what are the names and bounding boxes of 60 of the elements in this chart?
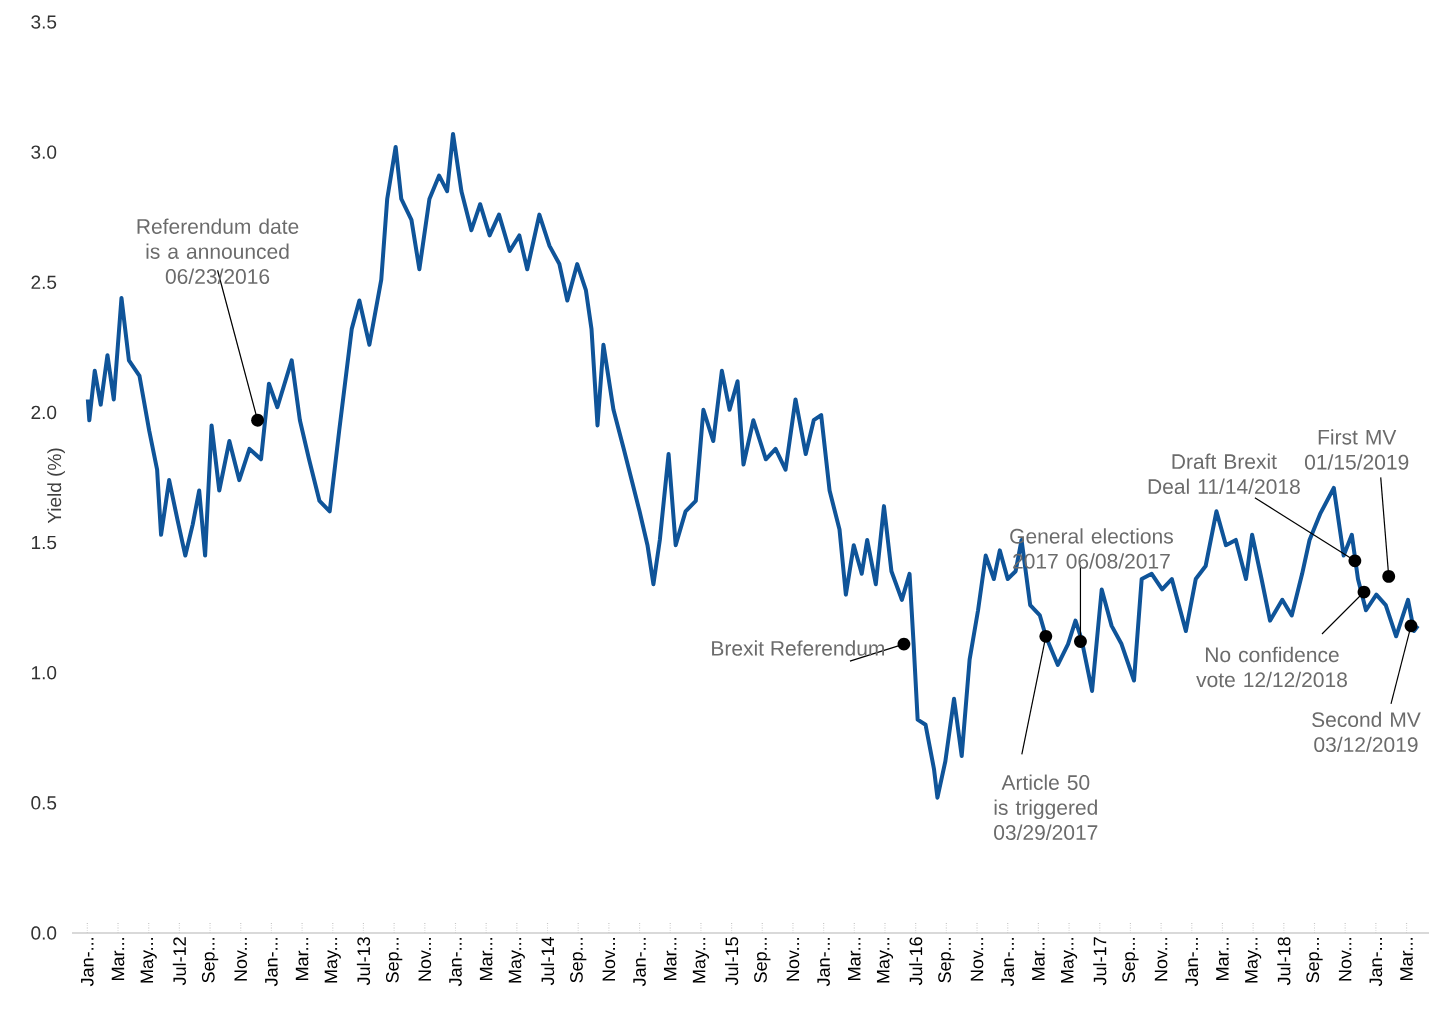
- x-tick-label: Mar...: [663, 938, 677, 980]
- x-tick-label: Jul-18: [1277, 937, 1291, 986]
- x-tick-label: Mar...: [479, 938, 493, 980]
- x-tick-label: Nov...: [234, 938, 248, 981]
- x-tick-label: Sep...: [938, 938, 955, 983]
- x-tick-label: Sep...: [201, 938, 219, 983]
- x-tick-label: May...: [508, 938, 525, 983]
- x-tick-label: Mar...: [111, 938, 125, 980]
- annotation: Brexit Referendum: [712, 640, 885, 656]
- x-tick-label: May...: [1245, 938, 1262, 983]
- x-tick-label: Jul-12: [172, 937, 186, 986]
- x-tick-label: Nov...: [418, 938, 432, 981]
- y-tick-label: 0.5: [31, 796, 57, 810]
- x-tick-label: Jan-...: [81, 938, 94, 987]
- y-tick-label: 2.5: [31, 275, 57, 290]
- x-tick-label: Mar...: [1400, 938, 1413, 980]
- x-tick-label: Mar...: [1032, 938, 1045, 980]
- x-tick-label: May...: [876, 938, 894, 983]
- x-tick-label: Jan-...: [1185, 938, 1199, 987]
- y-axis-title: Yield (%): [47, 448, 65, 524]
- x-tick-label: Mar...: [848, 938, 861, 980]
- x-tick-label: Sep...: [1122, 938, 1139, 983]
- x-tick-label: Sep...: [754, 938, 771, 983]
- x-tick-label: Mar...: [295, 938, 309, 980]
- line-series: [85, 131, 1420, 800]
- x-tick-label: Nov...: [970, 938, 984, 981]
- x-tick-label: May...: [1061, 938, 1078, 983]
- y-tick-label: 1.5: [31, 535, 57, 550]
- x-tick-label: Jan-...: [449, 938, 462, 987]
- annotation: Article 50 is triggered 03/29/2017: [994, 774, 1098, 840]
- x-tick-label: Nov...: [1338, 938, 1352, 981]
- x-tick-label: May...: [692, 938, 709, 983]
- x-tick-label: Jul-17: [1093, 937, 1107, 986]
- annotation: No confidence vote 12/12/2018: [1196, 646, 1347, 688]
- x-tick-label: Nov...: [786, 938, 800, 981]
- x-tick-label: Jul-15: [725, 937, 739, 986]
- x-tick-label: Jan-...: [265, 938, 278, 987]
- x-tick-label: Sep...: [385, 938, 403, 983]
- x-tick-label: Jan-...: [817, 938, 830, 987]
- x-tick-label: May...: [324, 938, 341, 983]
- y-tick-label: 0.0: [31, 926, 57, 940]
- x-tick-label: Jul-14: [540, 936, 555, 986]
- x-tick-label: Jan-...: [1001, 938, 1014, 987]
- x-tick-label: Mar...: [1216, 938, 1229, 980]
- annotation: Draft Brexit Deal 11/14/2018: [1148, 453, 1300, 495]
- x-tick-label: Jan-...: [633, 938, 646, 987]
- x-tick-label: Jul-16: [909, 937, 923, 986]
- x-tick-label: May...: [140, 938, 157, 983]
- x-tick-label: Nov...: [1154, 938, 1168, 981]
- x-tick-label: Sep...: [1306, 938, 1323, 983]
- y-tick-label: 1.0: [31, 665, 57, 680]
- annotation: Second MV 03/12/2019: [1312, 711, 1421, 753]
- annotation: First MV 01/15/2019: [1304, 429, 1409, 470]
- x-tick-label: Jul-13: [356, 937, 371, 986]
- x-tick-label: Sep...: [570, 938, 587, 983]
- y-tick-label: 3.0: [31, 145, 57, 159]
- x-tick-label: Nov...: [602, 938, 616, 981]
- y-tick-label: 2.0: [31, 405, 57, 420]
- y-tick-label: 3.5: [31, 15, 57, 29]
- x-tick-label: Jan-...: [1369, 938, 1383, 987]
